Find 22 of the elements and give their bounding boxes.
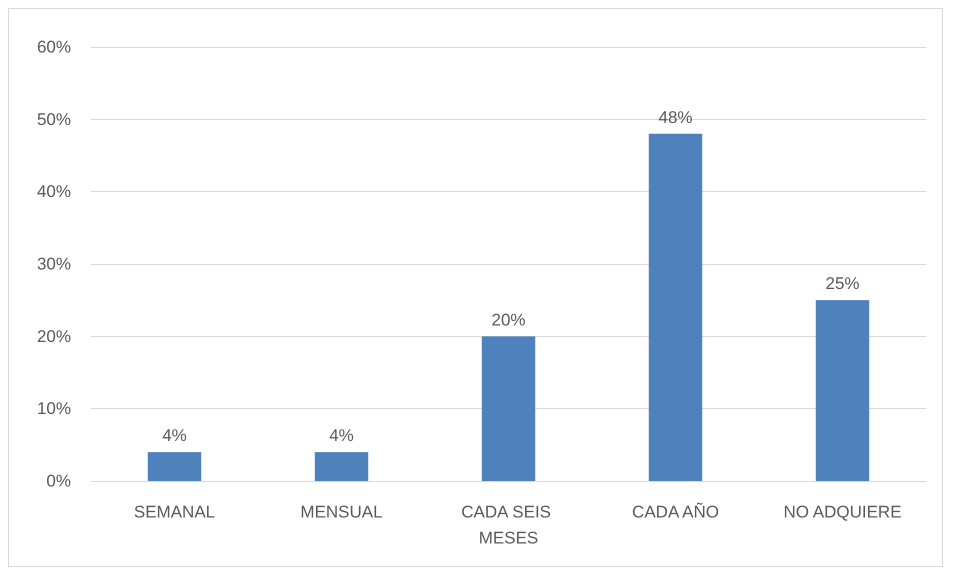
- y-tick-label: 40%: [36, 182, 71, 202]
- y-tick-label: 30%: [36, 254, 71, 274]
- x-tick-label: CADA SEIS MESES: [461, 502, 556, 548]
- bar: [816, 300, 870, 481]
- data-label: 4%: [329, 426, 354, 446]
- y-tick-label: 50%: [36, 110, 71, 129]
- x-tick-label: MENSUAL: [300, 502, 383, 522]
- y-tick-label: 0%: [46, 472, 71, 490]
- data-label: 48%: [658, 108, 693, 127]
- bar: [482, 336, 536, 481]
- y-tick-label: 60%: [36, 38, 71, 56]
- data-label: 4%: [162, 426, 187, 446]
- y-tick-label: 10%: [36, 399, 71, 418]
- y-tick-label: 20%: [36, 326, 71, 346]
- x-tick-label: NO ADQUIERE: [783, 502, 902, 522]
- bar: [148, 452, 202, 481]
- bar: [314, 452, 368, 481]
- x-tick-label: SEMANAL: [134, 502, 216, 522]
- data-label: 20%: [491, 310, 526, 330]
- x-tick-label: CADA AÑO: [632, 502, 719, 522]
- data-label: 25%: [825, 274, 860, 294]
- bar: [648, 134, 702, 481]
